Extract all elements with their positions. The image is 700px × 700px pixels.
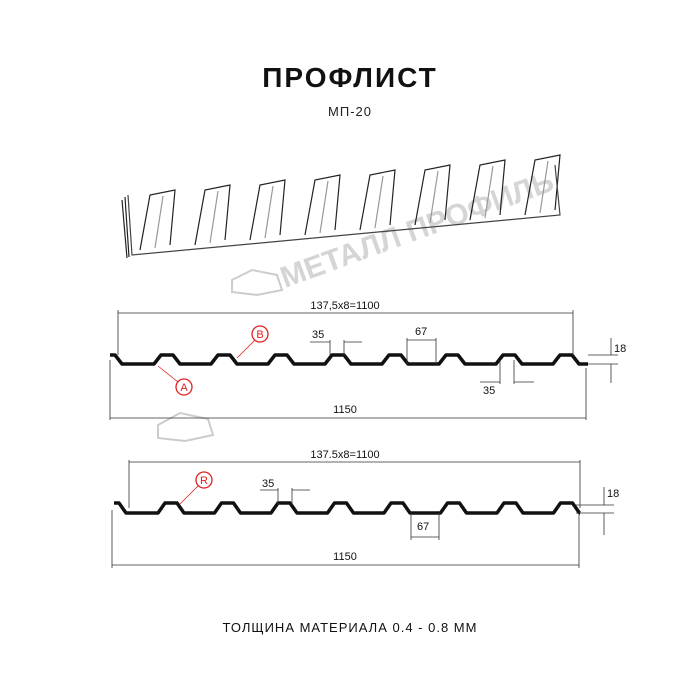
dim-total-width: 1150 xyxy=(333,404,357,416)
watermark-2-logo xyxy=(157,411,215,443)
svg-text:МЕТАЛЛ ПРОФИЛЬ: МЕТАЛЛ ПРОФИЛЬ xyxy=(276,165,558,295)
profile-2: 137.5x8=1100 1150 35 67 18 R xyxy=(111,449,619,568)
material-thickness: ТОЛЩИНА МАТЕРИАЛА 0.4 - 0.8 ММ xyxy=(222,620,478,635)
dim-height: 18 xyxy=(607,488,619,500)
svg-text:B: B xyxy=(256,329,263,341)
dim-rib-gap: 67 xyxy=(417,521,429,533)
svg-text:R: R xyxy=(200,475,208,487)
dim-total-width: 1150 xyxy=(333,551,357,563)
dim-rib-top: 35 xyxy=(262,478,274,490)
dim-pitch: 137.5x8=1100 xyxy=(310,449,379,461)
dim-rib-gap: 67 xyxy=(415,326,427,338)
subtitle: МП-20 xyxy=(328,104,372,119)
dim-pitch: 137,5x8=1100 xyxy=(310,300,379,312)
page-title: ПРОФЛИСТ xyxy=(262,62,438,93)
marker-a: A xyxy=(157,365,193,396)
profile-1: 137,5x8=1100 1150 35 67 35 18 A B xyxy=(109,300,626,420)
marker-r: R xyxy=(179,471,213,505)
dim-rib-top: 35 xyxy=(312,329,324,341)
sheet-3d-view xyxy=(121,154,561,259)
dim-rib-bottom: 35 xyxy=(483,385,495,397)
marker-b: B xyxy=(236,325,269,359)
dim-height: 18 xyxy=(614,343,626,355)
svg-text:A: A xyxy=(180,382,188,394)
